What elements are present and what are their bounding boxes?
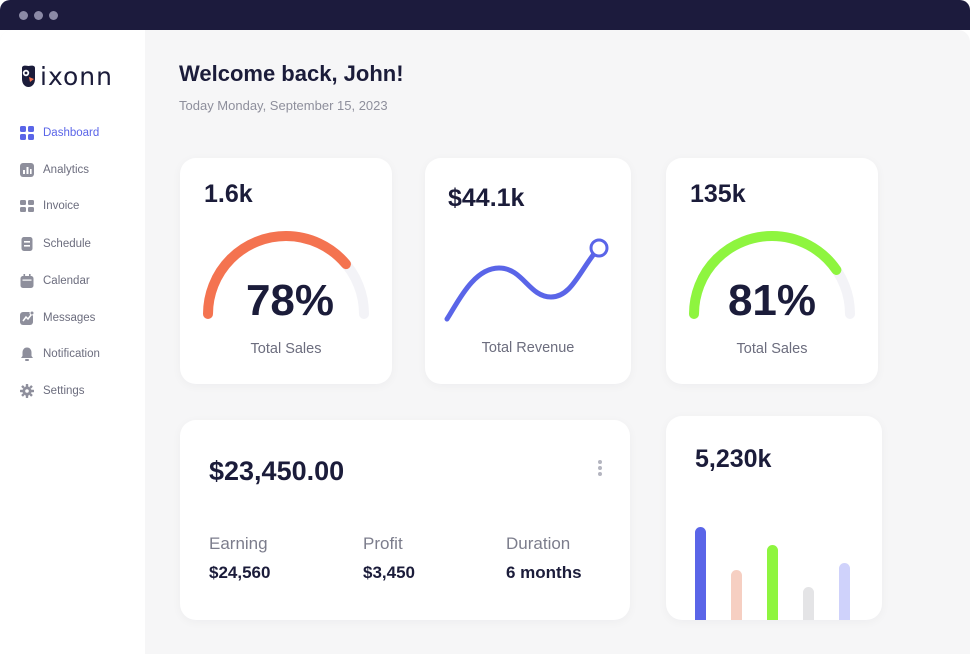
duration-value: 6 months xyxy=(506,563,582,582)
window-dot-3[interactable] xyxy=(49,11,58,20)
calendar-icon xyxy=(20,274,34,288)
revenue-trend-line xyxy=(444,238,609,322)
app-window: ixonn Dashboard Analytics Invoice xyxy=(0,30,970,654)
bar-chart xyxy=(695,527,850,620)
earnings-total: $23,450.00 xyxy=(209,456,345,486)
total-sales-percent-2: 81% xyxy=(727,276,817,325)
earning-label: Earning xyxy=(209,534,268,553)
more-options-icon[interactable] xyxy=(594,458,606,480)
profit-value: $3,450 xyxy=(363,563,415,582)
total-sales-label: Total Sales xyxy=(250,341,322,357)
earnings-card[interactable]: $23,450.00 Earning $24,560 Profit $3,450… xyxy=(180,420,630,620)
total-sales-card[interactable]: 1.6k 78% Total Sales xyxy=(180,158,392,384)
sidebar-item-label: Schedule xyxy=(43,238,91,250)
sidebar-item-label: Messages xyxy=(43,312,96,324)
sidebar-item-notification[interactable]: Notification xyxy=(20,343,140,365)
duration-label: Duration xyxy=(506,534,571,553)
logo[interactable]: ixonn xyxy=(20,61,113,91)
trend-endpoint-marker xyxy=(589,238,609,258)
gear-icon xyxy=(20,384,34,398)
gauge-progress-arc xyxy=(203,231,369,319)
total-revenue-label: Total Revenue xyxy=(481,340,575,356)
sidebar-item-settings[interactable]: Settings xyxy=(20,380,140,402)
window-dot-2[interactable] xyxy=(34,11,43,20)
total-sales-value: 1.6k xyxy=(204,180,253,208)
sidebar-item-label: Settings xyxy=(43,385,85,397)
total-sales-gauge-2 xyxy=(689,231,855,319)
page-date: Today Monday, September 15, 2023 xyxy=(179,98,388,113)
window-title-bar xyxy=(0,0,970,30)
total-revenue-value: $44.1k xyxy=(448,184,525,212)
earning-value: $24,560 xyxy=(209,563,271,582)
bar-3 xyxy=(767,545,778,620)
sidebar-item-label: Notification xyxy=(43,348,100,360)
sidebar-item-invoice[interactable]: Invoice xyxy=(20,195,140,217)
sidebar-item-analytics[interactable]: Analytics xyxy=(20,159,140,181)
total-sales-label-2: Total Sales xyxy=(736,341,808,357)
total-revenue-card[interactable]: $44.1k Total Revenue xyxy=(425,158,631,384)
sidebar-item-label: Analytics xyxy=(43,164,90,176)
sidebar-item-label: Invoice xyxy=(43,200,80,212)
sidebar-item-label: Calendar xyxy=(43,275,90,287)
sidebar: ixonn Dashboard Analytics Invoice xyxy=(0,30,145,654)
bell-icon xyxy=(20,347,34,361)
total-sales-value-2: 135k xyxy=(690,180,746,208)
brand-name: ixonn xyxy=(40,61,113,91)
bar-chart-icon xyxy=(20,163,34,177)
page-title: Welcome back, John! xyxy=(179,61,404,86)
sidebar-item-dashboard[interactable]: Dashboard xyxy=(20,122,140,144)
sidebar-item-label: Dashboard xyxy=(43,127,100,139)
gauge-progress-arc xyxy=(689,231,855,319)
bar-stats-card[interactable]: 5,230k xyxy=(666,416,882,620)
window-dot-1[interactable] xyxy=(19,11,28,20)
total-sales-percent: 78% xyxy=(245,276,335,325)
bar-2 xyxy=(731,570,742,620)
schedule-icon xyxy=(20,237,34,251)
total-sales-card-2[interactable]: 135k 81% Total Sales xyxy=(666,158,878,384)
total-sales-gauge xyxy=(203,231,369,319)
bar-1 xyxy=(695,527,706,620)
sidebar-item-schedule[interactable]: Schedule xyxy=(20,233,140,255)
sidebar-item-messages[interactable]: Messages xyxy=(20,307,140,329)
bar-stats-value: 5,230k xyxy=(695,445,772,473)
bar-4 xyxy=(803,587,814,620)
sidebar-item-calendar[interactable]: Calendar xyxy=(20,270,140,292)
invoice-icon xyxy=(20,199,34,213)
messages-icon xyxy=(20,311,34,325)
grid-icon xyxy=(20,126,34,140)
owl-logo-icon xyxy=(20,65,37,88)
bar-5 xyxy=(839,563,850,620)
profit-label: Profit xyxy=(363,534,403,553)
